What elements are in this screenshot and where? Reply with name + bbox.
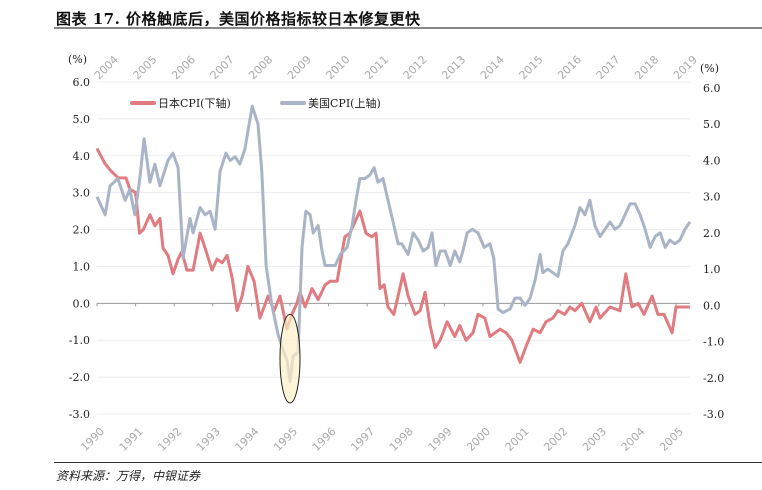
source-divider (54, 462, 762, 463)
cpi-line-chart: 6.0 5.0 4.0 3.0 2.0 1.0 0.0 -1.0 -2.0 -3.0 6.0 5.0 4… (68, 53, 724, 454)
bottom-x-tick-label: 2001 (503, 425, 532, 454)
top-x-tick-label: 2018 (632, 53, 661, 82)
top-x-tick-label: 2017 (594, 53, 623, 82)
right-y-tick-label: 0.0 (703, 299, 721, 312)
bottom-x-tick-label: 1998 (387, 425, 416, 454)
right-y-tick-label: 1.0 (703, 263, 721, 276)
bottom-x-tick-label: 1994 (233, 425, 262, 454)
bottom-x-tick-label: 1990 (78, 425, 107, 454)
bottom-x-tick-label: 1991 (117, 425, 146, 454)
top-x-tick-label: 2006 (169, 53, 198, 82)
top-x-tick-label: 2015 (517, 53, 546, 82)
top-x-tick-label: 2008 (246, 53, 275, 82)
top-x-tick-label: 2004 (92, 53, 121, 82)
top-x-tick-label: 2012 (401, 53, 430, 82)
top-x-tick-label: 2013 (439, 53, 468, 82)
top-x-tick-label: 2009 (285, 53, 314, 82)
left-y-tick-label: 3.0 (73, 187, 91, 200)
figure-title: 图表 17. 价格触底后，美国价格指标较日本修复更快 (56, 10, 421, 28)
left-y-tick-label: -3.0 (69, 408, 90, 421)
right-y-tick-label: -1.0 (703, 336, 724, 349)
left-y-tick-label: 5.0 (73, 113, 91, 126)
bottom-x-tick-label: 1995 (271, 425, 300, 454)
bottom-x-tick-label: 2003 (580, 425, 609, 454)
bottom-x-tick-label: 1999 (426, 425, 455, 454)
bottom-x-tick-label: 2005 (657, 425, 686, 454)
top-x-tick-label: 2010 (324, 53, 353, 82)
left-axis-unit: (%) (68, 53, 87, 66)
us-cpi-line (95, 104, 692, 383)
top-x-tick-label: 2005 (131, 53, 160, 82)
right-y-tick-label: -3.0 (703, 408, 724, 421)
bottom-x-tick-label: 2000 (464, 425, 493, 454)
top-x-tick-label: 2011 (362, 53, 391, 82)
legend-label-japan: 日本CPI(下轴) (158, 96, 231, 110)
bottom-x-tick-label: 1993 (194, 425, 223, 454)
right-y-tick-label: 6.0 (703, 82, 721, 95)
right-y-tick-label: 3.0 (703, 191, 721, 204)
bottom-x-tick-label: 1996 (310, 425, 339, 454)
left-y-tick-label: 0.0 (73, 297, 91, 310)
highlight-ellipse (279, 313, 301, 404)
title-divider (54, 27, 762, 29)
bottom-x-tick-label: 2002 (541, 425, 570, 454)
bottom-x-tick-label: 1997 (348, 425, 377, 454)
left-y-tick-label: 1.0 (73, 260, 91, 273)
right-y-tick-label: 5.0 (703, 118, 721, 131)
japan-cpi-line (95, 147, 690, 364)
bottom-x-tick-label: 2004 (619, 425, 648, 454)
left-y-tick-label: 2.0 (73, 224, 91, 237)
top-x-tick-label: 2007 (208, 53, 237, 82)
top-x-tick-label: 2019 (671, 53, 700, 82)
top-x-tick-label: 2016 (555, 53, 584, 82)
right-y-tick-label: 4.0 (703, 154, 721, 167)
source-note: 资料来源：万得，中银证券 (56, 469, 201, 483)
legend-label-us: 美国CPI(上轴) (308, 96, 381, 110)
bottom-x-tick-label: 1992 (155, 425, 184, 454)
left-y-tick-label: 6.0 (73, 76, 91, 89)
right-y-tick-label: -2.0 (703, 372, 724, 385)
right-axis-unit: (%) (700, 62, 719, 75)
left-y-tick-label: -2.0 (69, 371, 90, 384)
left-y-tick-label: -1.0 (69, 334, 90, 347)
left-y-tick-label: 4.0 (73, 150, 91, 163)
right-y-tick-label: 2.0 (703, 227, 721, 240)
top-x-tick-label: 2014 (478, 53, 507, 82)
